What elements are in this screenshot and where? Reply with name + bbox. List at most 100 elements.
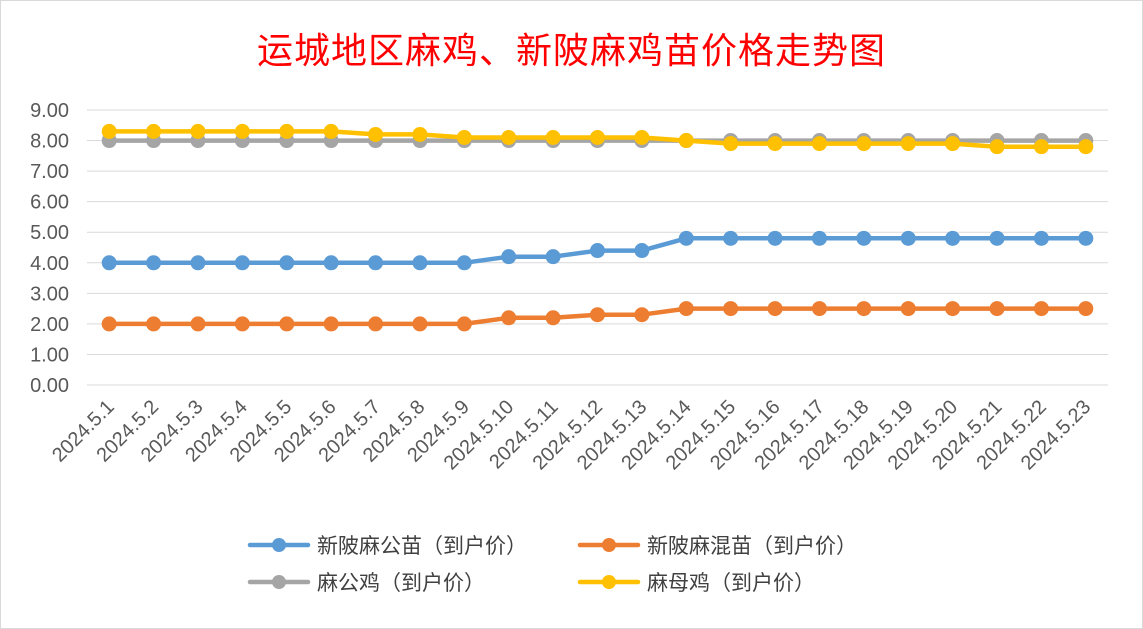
y-tick-label: 6.00: [30, 192, 69, 214]
data-point: [634, 307, 650, 323]
data-point: [456, 316, 472, 332]
data-point: [634, 243, 650, 259]
series-2: [101, 301, 1094, 332]
data-point: [190, 255, 206, 271]
data-point: [279, 123, 295, 139]
data-point: [590, 243, 605, 259]
data-point: [501, 249, 517, 265]
legend-swatch-marker: [272, 538, 286, 552]
data-point: [1078, 301, 1094, 317]
legend-item[interactable]: 新陂麻公苗（到户价）: [247, 534, 527, 558]
data-point: [767, 136, 783, 152]
x-axis-ticks: 2024.5.12024.5.22024.5.32024.5.42024.5.5…: [48, 396, 1095, 474]
data-point: [723, 136, 739, 152]
legend-label: 麻公鸡（到户价）: [317, 571, 485, 595]
data-point: [900, 136, 916, 152]
data-point: [811, 136, 827, 152]
data-point: [723, 301, 739, 317]
data-point: [945, 230, 961, 246]
data-point: [501, 130, 517, 145]
data-point: [678, 230, 694, 246]
data-point: [456, 255, 472, 271]
data-point: [811, 230, 827, 246]
data-point: [101, 255, 117, 271]
gridlines: [87, 109, 1108, 386]
data-point: [101, 316, 117, 332]
data-point: [146, 123, 162, 139]
legend-item[interactable]: 麻公鸡（到户价）: [247, 571, 485, 595]
data-point: [856, 301, 872, 317]
y-tick-label: 8.00: [30, 131, 69, 153]
y-tick-label: 5.00: [30, 222, 69, 244]
data-point: [323, 123, 339, 139]
y-tick-label: 2.00: [30, 314, 69, 336]
data-point: [678, 133, 694, 149]
data-point: [945, 301, 961, 317]
data-point: [412, 255, 428, 271]
data-point: [900, 230, 916, 246]
series-4: [101, 123, 1094, 155]
data-point: [811, 301, 827, 317]
data-point: [456, 130, 472, 145]
data-point: [723, 230, 739, 246]
data-point: [989, 301, 1005, 317]
data-point: [590, 307, 605, 323]
data-point: [501, 310, 517, 326]
legend-label: 新陂麻混苗（到户价）: [647, 534, 857, 558]
data-point: [190, 316, 206, 332]
data-point: [856, 136, 872, 152]
data-point: [323, 316, 339, 332]
data-point: [279, 255, 295, 271]
data-point: [678, 301, 694, 317]
y-tick-label: 0.00: [30, 375, 69, 397]
y-tick-label: 9.00: [30, 100, 69, 122]
data-point: [989, 230, 1005, 246]
legend: 新陂麻公苗（到户价） 新陂麻混苗（到户价） 麻公鸡（到户价） 麻母鸡（到户价）: [247, 534, 857, 595]
data-point: [1033, 301, 1049, 317]
legend-swatch-marker: [602, 538, 616, 552]
data-point: [1033, 230, 1049, 246]
data-point: [545, 130, 561, 145]
data-point: [590, 130, 605, 145]
data-point: [1078, 230, 1094, 246]
data-point: [368, 255, 384, 271]
y-tick-label: 1.00: [30, 344, 69, 366]
data-point: [101, 123, 117, 139]
legend-swatch-marker: [602, 575, 616, 589]
legend-label: 麻母鸡（到户价）: [647, 571, 815, 595]
legend-item[interactable]: 新陂麻混苗（到户价）: [577, 534, 857, 558]
chart-title: 运城地区麻鸡、新陂麻鸡苗价格走势图: [256, 31, 886, 72]
data-point: [1033, 139, 1049, 155]
series-layer: [101, 123, 1094, 332]
data-point: [545, 310, 561, 326]
y-tick-label: 3.00: [30, 283, 69, 305]
legend-label: 新陂麻公苗（到户价）: [317, 534, 527, 558]
data-point: [412, 126, 428, 142]
data-point: [146, 316, 162, 332]
data-point: [545, 249, 561, 265]
data-point: [1078, 139, 1094, 155]
data-point: [234, 316, 250, 332]
data-point: [190, 123, 206, 139]
data-point: [856, 230, 872, 246]
data-point: [989, 139, 1005, 155]
series-1: [101, 230, 1094, 271]
data-point: [323, 255, 339, 271]
data-point: [368, 316, 384, 332]
data-point: [234, 255, 250, 271]
data-point: [634, 130, 650, 145]
data-point: [412, 316, 428, 332]
legend-swatch-marker: [272, 575, 286, 589]
data-point: [945, 136, 961, 152]
data-point: [767, 230, 783, 246]
data-point: [279, 316, 295, 332]
data-point: [767, 301, 783, 317]
legend-item[interactable]: 麻母鸡（到户价）: [577, 571, 815, 595]
y-axis-ticks: 0.00 1.00 2.00 3.00 4.00 5.00 6.00 7.00 8.00 9.00: [30, 100, 69, 397]
data-point: [234, 123, 250, 139]
y-tick-label: 4.00: [30, 253, 69, 275]
data-point: [368, 126, 384, 142]
data-point: [146, 255, 162, 271]
data-point: [900, 301, 916, 317]
